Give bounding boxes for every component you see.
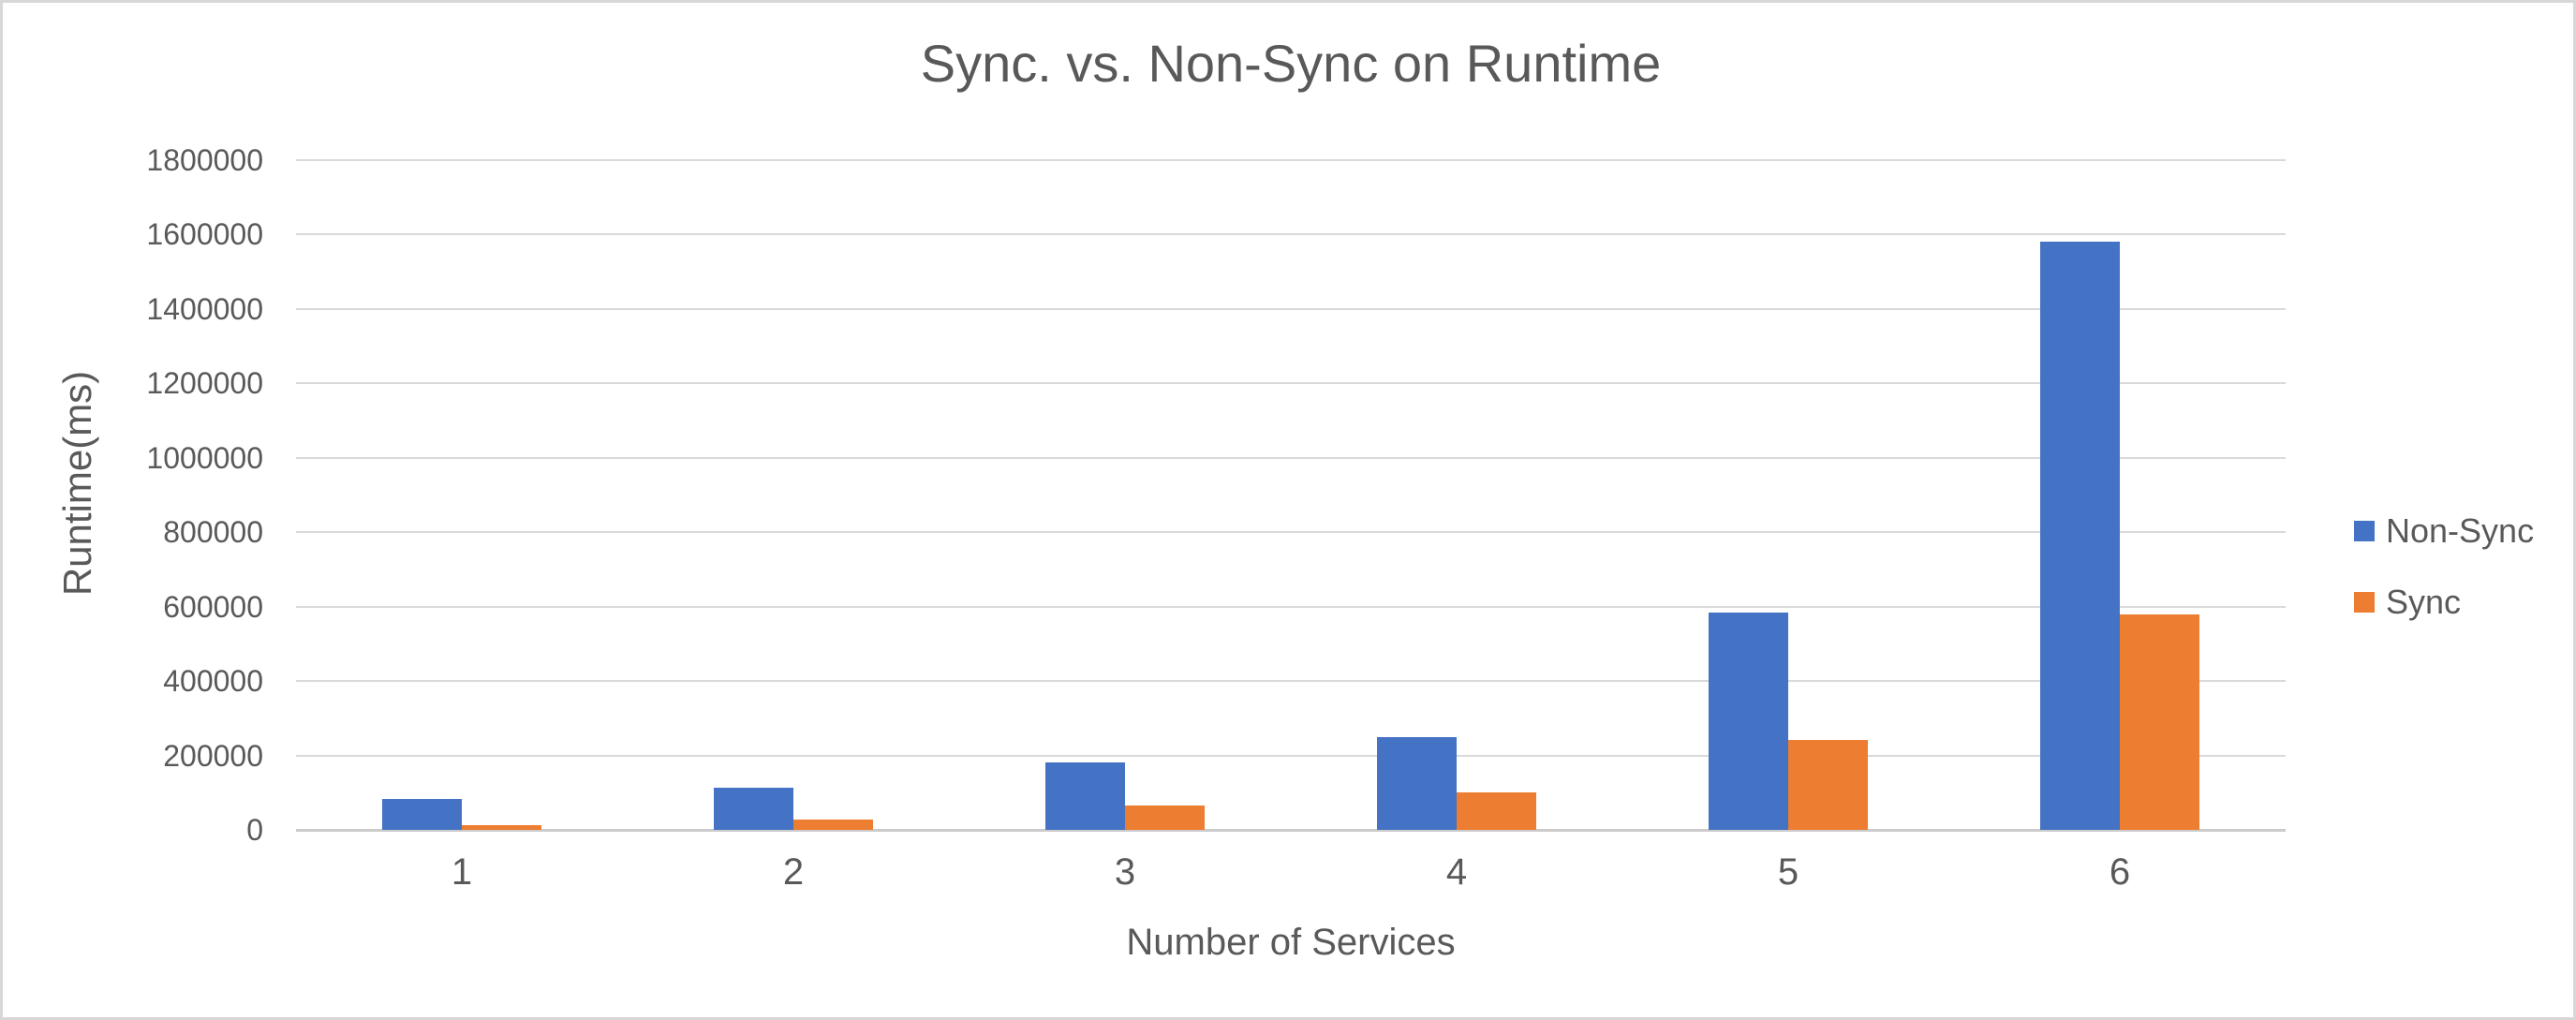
legend-item-sync: Sync [2354, 582, 2534, 623]
y-tick-label: 1000000 [146, 440, 263, 475]
y-tick-label: 800000 [163, 515, 263, 550]
gridline [296, 456, 2286, 459]
gridline [296, 307, 2286, 310]
legend-item-non-sync: Non-Sync [2354, 510, 2534, 552]
gridline [296, 680, 2286, 683]
bar-non-sync-3 [1045, 762, 1125, 830]
x-axis-title: Number of Services [1126, 922, 1456, 963]
y-axis-title: Runtime(ms) [55, 370, 99, 597]
chart-title: Sync. vs. Non-Sync on Runtime [920, 34, 1662, 93]
y-tick-label: 1600000 [146, 217, 263, 252]
gridline [296, 382, 2286, 385]
bar-sync-1 [462, 825, 541, 830]
y-tick-label: 600000 [163, 589, 263, 624]
bar-non-sync-2 [714, 788, 793, 830]
y-tick-label: 400000 [163, 664, 263, 699]
x-tick-label: 5 [1777, 851, 1799, 893]
y-tick-label: 1400000 [146, 291, 263, 326]
x-tick-label: 3 [1114, 851, 1136, 893]
bar-non-sync-4 [1377, 737, 1457, 830]
plot-area [296, 159, 2286, 832]
gridline [296, 605, 2286, 608]
bar-non-sync-5 [1709, 613, 1788, 830]
x-tick-label: 2 [782, 851, 805, 893]
x-tick-label: 1 [451, 851, 473, 893]
bar-sync-4 [1457, 792, 1536, 830]
y-tick-label: 0 [246, 813, 263, 847]
legend: Non-Sync Sync [2354, 510, 2534, 653]
gridline [296, 233, 2286, 236]
gridline [296, 754, 2286, 757]
bar-non-sync-1 [382, 798, 462, 830]
bar-sync-6 [2120, 614, 2199, 830]
legend-swatch-non-sync [2354, 521, 2375, 541]
gridline [296, 159, 2286, 161]
bar-sync-2 [793, 819, 873, 830]
y-tick-label: 1800000 [146, 143, 263, 177]
bar-sync-3 [1125, 805, 1205, 830]
legend-label: Sync [2386, 583, 2462, 621]
y-tick-label: 200000 [163, 738, 263, 773]
y-tick-label: 1200000 [146, 366, 263, 401]
gridline [296, 531, 2286, 534]
x-tick-label: 4 [1445, 851, 1468, 893]
x-axis-baseline [296, 829, 2286, 832]
x-tick-label: 6 [2109, 851, 2131, 893]
legend-swatch-sync [2354, 592, 2375, 613]
bar-sync-5 [1788, 739, 1868, 830]
bar-non-sync-6 [2040, 242, 2120, 830]
legend-label: Non-Sync [2386, 511, 2535, 550]
